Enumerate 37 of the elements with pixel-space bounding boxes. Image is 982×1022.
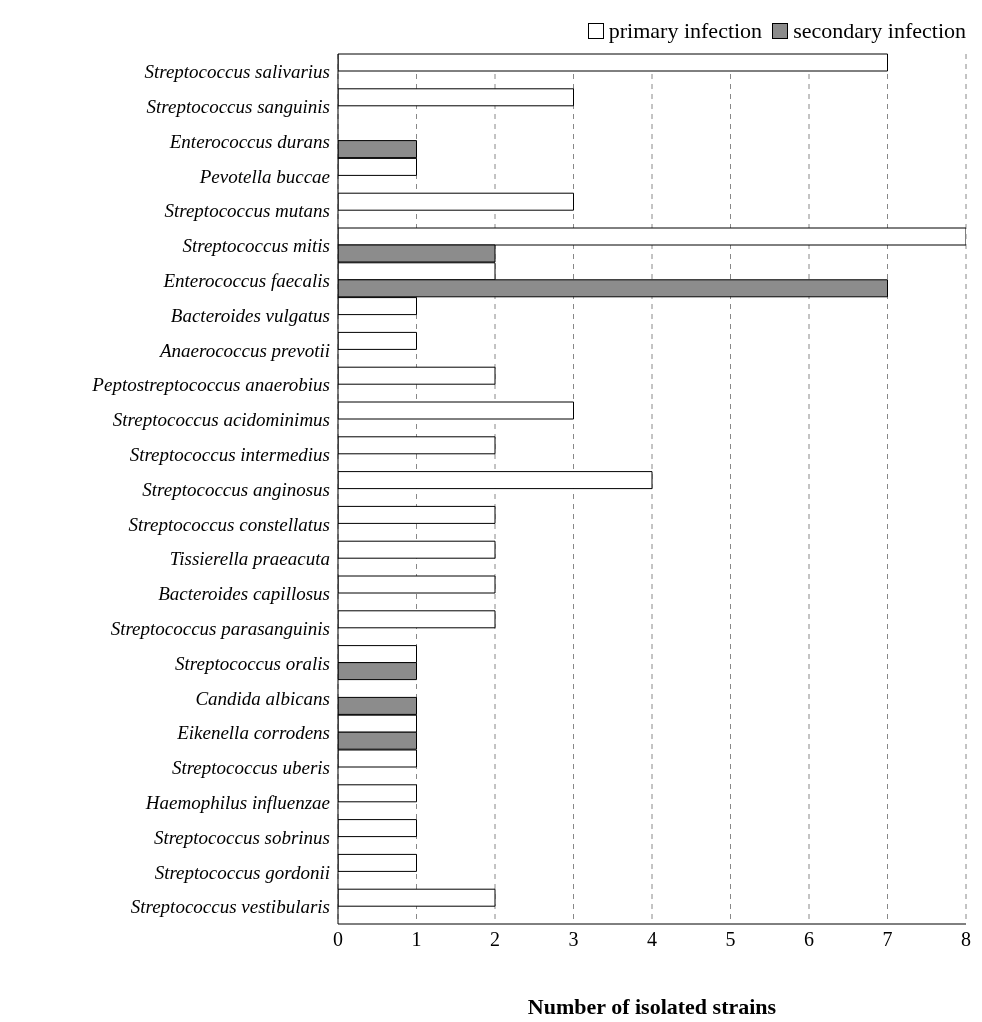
x-tick-label: 3: [568, 928, 579, 951]
y-tick-label: Eikenella corrodens: [176, 722, 330, 744]
y-tick-label: Streptococcus intermedius: [129, 443, 330, 465]
x-axis-title: Number of isolated strains: [527, 994, 777, 1019]
y-tick-label: Streptococcus uberis: [171, 757, 330, 779]
y-tick-label: Streptococcus gordonii: [154, 861, 330, 883]
x-tick-label: 4: [647, 928, 657, 951]
legend-label: primary infection: [607, 18, 763, 44]
y-tick-label: Streptococcus sobrinus: [153, 826, 330, 848]
y-tick-label: Streptococcus anginosus: [142, 478, 330, 500]
y-tick-label: Tissierella praeacuta: [169, 548, 330, 570]
x-tick-label: 5: [725, 928, 736, 951]
y-tick-label: Candida albicans: [195, 687, 330, 709]
y-tick-label: Peptostreptococcus anaerobius: [91, 374, 330, 396]
y-tick-label: Streptococcus sanguinis: [146, 95, 330, 117]
y-tick-label: Haemophilus influenzae: [144, 791, 330, 813]
y-tick-label: Streptococcus acidominimus: [112, 409, 330, 431]
y-tick-label: Bacteroides capillosus: [158, 583, 330, 605]
x-tick-label: 0: [333, 928, 343, 951]
y-tick-label: Streptococcus parasanguinis: [110, 617, 330, 639]
y-tick-label: Streptococcus mutans: [164, 200, 330, 222]
y-tick-label: Enterococcus durans: [168, 130, 330, 152]
x-tick-label: 8: [961, 928, 971, 951]
legend-label: secondary infection: [792, 18, 966, 44]
y-tick-label: Anaerococcus prevotii: [157, 339, 330, 361]
y-tick-label: Streptococcus salivarius: [144, 61, 330, 83]
y-tick-label: Streptococcus constellatus: [128, 513, 330, 535]
x-tick-label: 2: [490, 928, 500, 951]
y-tick-label: Bacteroides vulgatus: [170, 304, 330, 326]
y-tick-label: Streptococcus mitis: [182, 235, 330, 257]
x-tick-label: 7: [882, 928, 893, 951]
y-tick-label: Enterococcus faecalis: [162, 269, 330, 291]
y-tick-label: Streptococcus vestibularis: [130, 896, 330, 918]
x-tick-label: 1: [411, 928, 422, 951]
y-tick-label: Pevotella buccae: [198, 165, 330, 187]
y-tick-label: Streptococcus oralis: [175, 652, 330, 674]
x-tick-label: 6: [804, 928, 814, 951]
